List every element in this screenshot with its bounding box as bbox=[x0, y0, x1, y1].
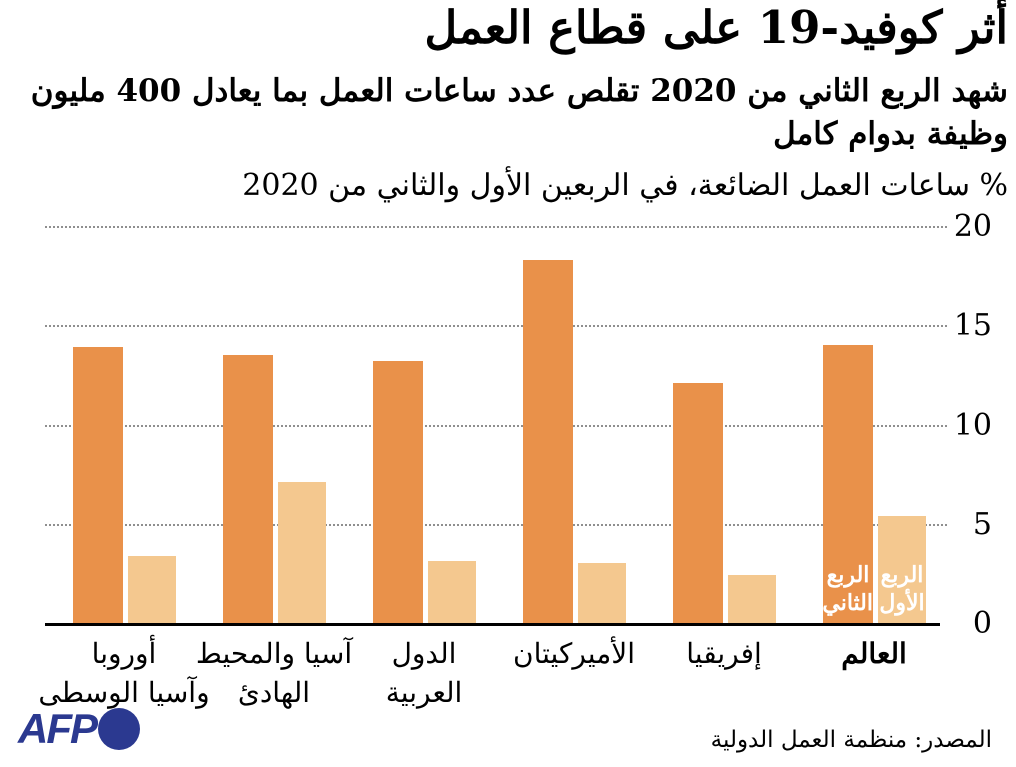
category-label-line: الهادئ bbox=[237, 676, 311, 710]
bar-q2-arab-states bbox=[373, 360, 423, 623]
series-label-line: الربع bbox=[880, 562, 924, 588]
bar-q2-europe-central-asia bbox=[73, 347, 123, 623]
series-label-line: الثاني bbox=[822, 589, 873, 616]
bar-q1-europe-central-asia bbox=[128, 555, 176, 623]
bar-q2-americas bbox=[523, 259, 573, 623]
subtitle-line-1: شهد الربع الثاني من 2020 تقلص عدد ساعات … bbox=[30, 73, 1008, 109]
category-label-europe-central-asia: أوروبا وآسيا الوسطى bbox=[38, 634, 209, 712]
bar-q1-africa bbox=[728, 575, 776, 623]
category-label-line: إفريقيا bbox=[686, 637, 762, 670]
series-label-q2: الربع الثاني bbox=[822, 562, 873, 617]
bar-q1-asia-pacific bbox=[278, 482, 326, 623]
bar-q2-world: الربع الثاني bbox=[822, 345, 873, 623]
plot-area: الربع الثاني الربع الأول bbox=[45, 226, 947, 626]
category-label-line: الأميركيتان bbox=[513, 637, 635, 670]
gridline-10 bbox=[45, 424, 947, 427]
y-tick-label-5: 5 bbox=[972, 506, 992, 542]
subtitle-line-2: وظيفة بدوام كامل bbox=[773, 115, 1008, 152]
series-label-line: الربع bbox=[826, 562, 870, 588]
category-label-line: وآسيا الوسطى bbox=[38, 676, 210, 710]
afp-logo-text: AFP bbox=[18, 705, 98, 752]
category-label-arab-states: الدول العربية bbox=[386, 634, 463, 712]
category-label-line: آسيا والمحيط bbox=[195, 637, 353, 670]
afp-logo: AFP bbox=[18, 708, 140, 750]
subtitle: شهد الربع الثاني من 2020 تقلص عدد ساعات … bbox=[8, 70, 1008, 156]
chart-axis-caption: % ساعات العمل الضائعة، في الربعين الأول … bbox=[242, 168, 1008, 203]
category-label-line: الدول bbox=[391, 637, 457, 670]
category-label-africa: إفريقيا bbox=[686, 634, 762, 673]
y-tick-label-10: 10 bbox=[953, 407, 992, 443]
y-tick-label-0: 0 bbox=[972, 606, 992, 641]
category-label-world: العالم bbox=[841, 634, 907, 673]
bar-q1-arab-states bbox=[428, 561, 476, 623]
category-label-line: العالم bbox=[841, 637, 907, 670]
y-tick-label-20: 20 bbox=[953, 209, 992, 244]
category-label-asia-pacific: آسيا والمحيط الهادئ bbox=[196, 634, 352, 712]
source-note: المصدر: منظمة العمل الدولية bbox=[710, 727, 992, 753]
gridline-5 bbox=[45, 523, 947, 526]
series-label-line: الأول bbox=[879, 589, 925, 616]
category-label-line: العربية bbox=[385, 676, 463, 710]
gridline-15 bbox=[45, 325, 947, 328]
bar-q2-africa bbox=[673, 382, 723, 623]
y-tick-label-15: 15 bbox=[953, 308, 992, 344]
series-label-q1: الربع الأول bbox=[878, 562, 926, 617]
category-label-americas: الأميركيتان bbox=[513, 634, 635, 673]
x-axis-baseline bbox=[45, 623, 940, 626]
bar-q1-world: الربع الأول bbox=[878, 515, 926, 623]
bar-q1-americas bbox=[578, 563, 626, 623]
category-label-line: أوروبا bbox=[91, 637, 157, 670]
page-title: أثر كوفيد-19 على قطاع العمل bbox=[424, 1, 1008, 54]
bar-q2-asia-pacific bbox=[223, 355, 273, 623]
gridline-20 bbox=[45, 226, 947, 228]
afp-globe-icon bbox=[98, 708, 140, 750]
